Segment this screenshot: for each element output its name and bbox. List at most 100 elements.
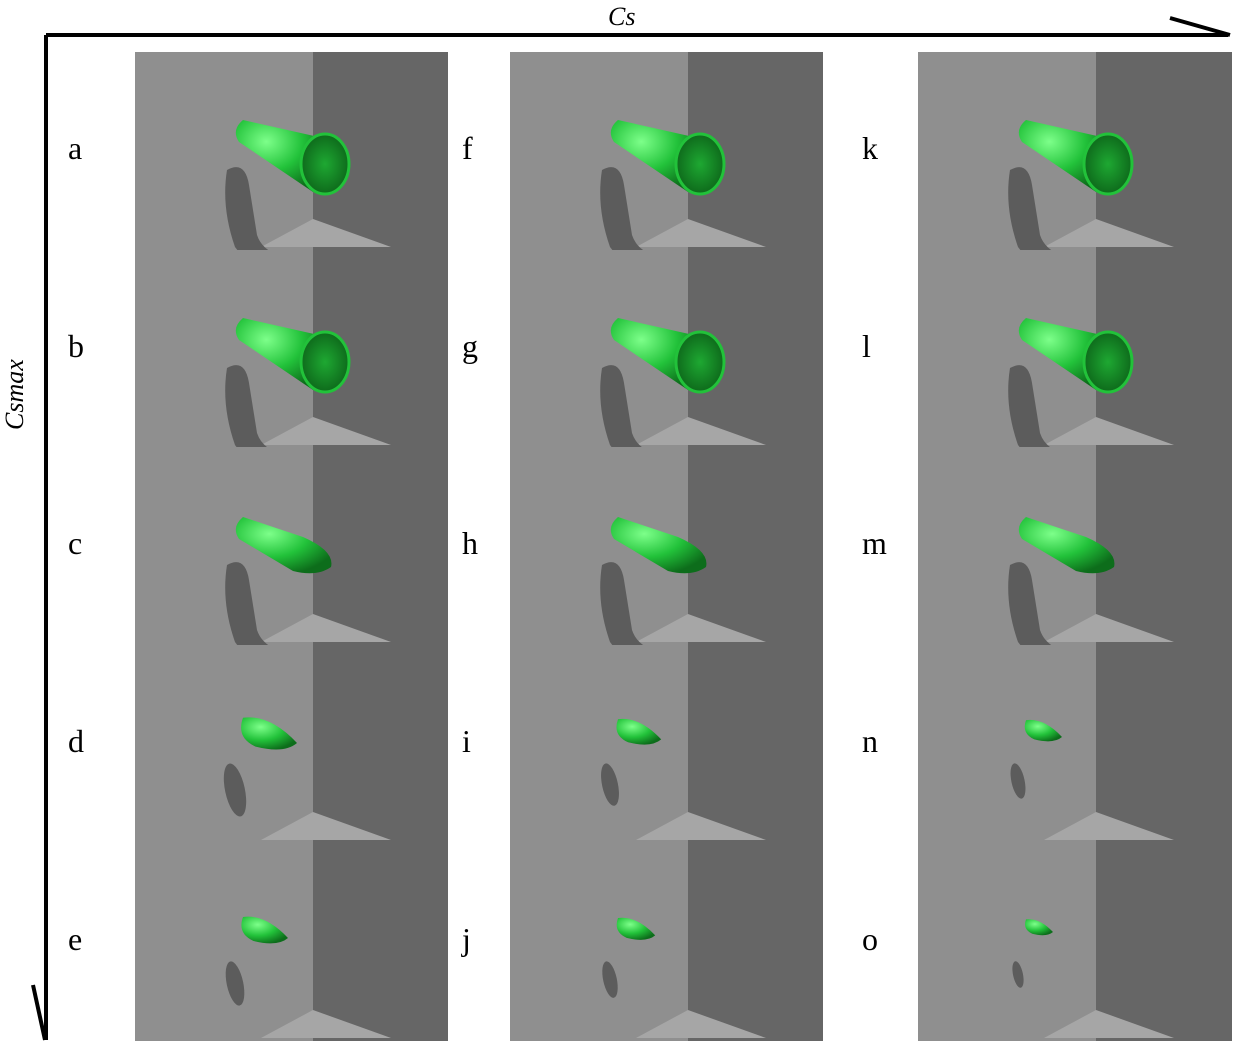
- left-wall: [510, 843, 688, 1041]
- left-wall: [510, 645, 688, 843]
- right-wall: [313, 843, 448, 1041]
- panel-d: [135, 645, 448, 843]
- object-shadow: [600, 365, 662, 467]
- right-wall: [1096, 843, 1232, 1041]
- green-object-blob: [616, 718, 662, 745]
- green-object-open-tube: [235, 318, 351, 394]
- panel-k: [918, 52, 1232, 269]
- left-wall: [135, 843, 313, 1041]
- panel-label-g: g: [462, 328, 478, 364]
- panel-label-c: c: [68, 525, 83, 561]
- green-object-open-tube: [1018, 120, 1134, 196]
- panel-label-k: k: [862, 130, 878, 166]
- y-axis-arrow: [31, 35, 48, 1041]
- green-object-closed-tube: [235, 517, 332, 574]
- right-wall: [1096, 447, 1232, 645]
- floor-plane: [261, 219, 391, 247]
- panel-a: [135, 52, 448, 269]
- object-shadow: [600, 562, 662, 664]
- panel-g: [510, 250, 823, 467]
- blob-body: [616, 718, 662, 745]
- right-wall: [1096, 645, 1232, 843]
- green-object-closed-tube: [610, 517, 707, 574]
- panel-b: [135, 250, 448, 467]
- x-axis-label: Cs: [608, 2, 636, 31]
- panel-label-i: i: [462, 723, 471, 759]
- object-shadow: [223, 763, 247, 817]
- tube-opening: [299, 330, 351, 394]
- floor-plane: [636, 614, 766, 642]
- floor-plane: [1044, 614, 1174, 642]
- panel-label-m: m: [862, 525, 887, 561]
- object-shadow: [1008, 365, 1070, 467]
- floor-plane: [636, 812, 766, 840]
- right-wall: [313, 447, 448, 645]
- right-wall: [688, 843, 823, 1041]
- panel-j: [510, 843, 823, 1041]
- floor-plane: [636, 417, 766, 445]
- panel-label-h: h: [462, 525, 478, 561]
- panel-n: [918, 645, 1232, 843]
- panel-l: [918, 250, 1232, 467]
- floor-plane: [261, 812, 391, 840]
- left-wall: [918, 843, 1096, 1041]
- floor-plane: [1044, 417, 1174, 445]
- floor-plane: [1044, 219, 1174, 247]
- panel-label-f: f: [462, 130, 473, 166]
- panel-label-j: j: [462, 921, 471, 957]
- object-shadow: [1008, 562, 1070, 664]
- green-object-blob: [616, 917, 656, 940]
- blob-body: [1024, 719, 1062, 742]
- blob-body: [241, 916, 288, 944]
- floor-plane: [261, 417, 391, 445]
- panel-c: [135, 447, 448, 664]
- panel-label-n: n: [862, 723, 878, 759]
- blob-body: [1025, 919, 1053, 936]
- object-shadow: [1010, 763, 1026, 799]
- panel-m: [918, 447, 1232, 664]
- object-shadow: [602, 961, 618, 998]
- panel-label-a: a: [68, 130, 83, 166]
- right-wall: [688, 645, 823, 843]
- object-shadow: [601, 763, 619, 806]
- green-object-blob: [1024, 719, 1062, 742]
- left-wall: [918, 645, 1096, 843]
- panel-i: [510, 645, 823, 843]
- tube-opening: [674, 330, 726, 394]
- panel-label-e: e: [68, 921, 83, 957]
- blob-body: [241, 717, 297, 750]
- green-object-closed-tube: [1018, 517, 1115, 574]
- tube-opening: [299, 132, 351, 196]
- floor-plane: [261, 1010, 391, 1038]
- green-object-open-tube: [610, 120, 726, 196]
- panel-label-b: b: [68, 328, 84, 364]
- tube-body: [610, 517, 707, 574]
- right-wall: [688, 447, 823, 645]
- floor-plane: [636, 1010, 766, 1038]
- object-shadow: [225, 562, 287, 664]
- tube-body: [235, 517, 332, 574]
- tube-body: [1018, 517, 1115, 574]
- blob-body: [616, 917, 656, 940]
- panel-e: [135, 843, 448, 1041]
- green-object-open-tube: [610, 318, 726, 394]
- object-shadow: [225, 167, 287, 269]
- panel-o: [918, 843, 1232, 1041]
- object-shadow: [600, 167, 662, 269]
- panel-label-l: l: [862, 328, 871, 364]
- green-object-blob: [241, 916, 288, 944]
- panel-label-d: d: [68, 723, 84, 759]
- right-wall: [313, 645, 448, 843]
- x-axis-arrow: [46, 16, 1231, 37]
- green-object-blob: [1025, 919, 1053, 936]
- object-shadow: [1012, 961, 1024, 988]
- floor-plane: [1044, 812, 1174, 840]
- tube-opening: [674, 132, 726, 196]
- object-shadow: [225, 961, 245, 1006]
- green-object-open-tube: [235, 120, 351, 196]
- green-object-blob: [241, 717, 297, 750]
- object-shadow: [225, 365, 287, 467]
- tube-opening: [1082, 330, 1134, 394]
- y-axis-label: Csmax: [0, 359, 29, 430]
- panel-label-o: o: [862, 921, 878, 957]
